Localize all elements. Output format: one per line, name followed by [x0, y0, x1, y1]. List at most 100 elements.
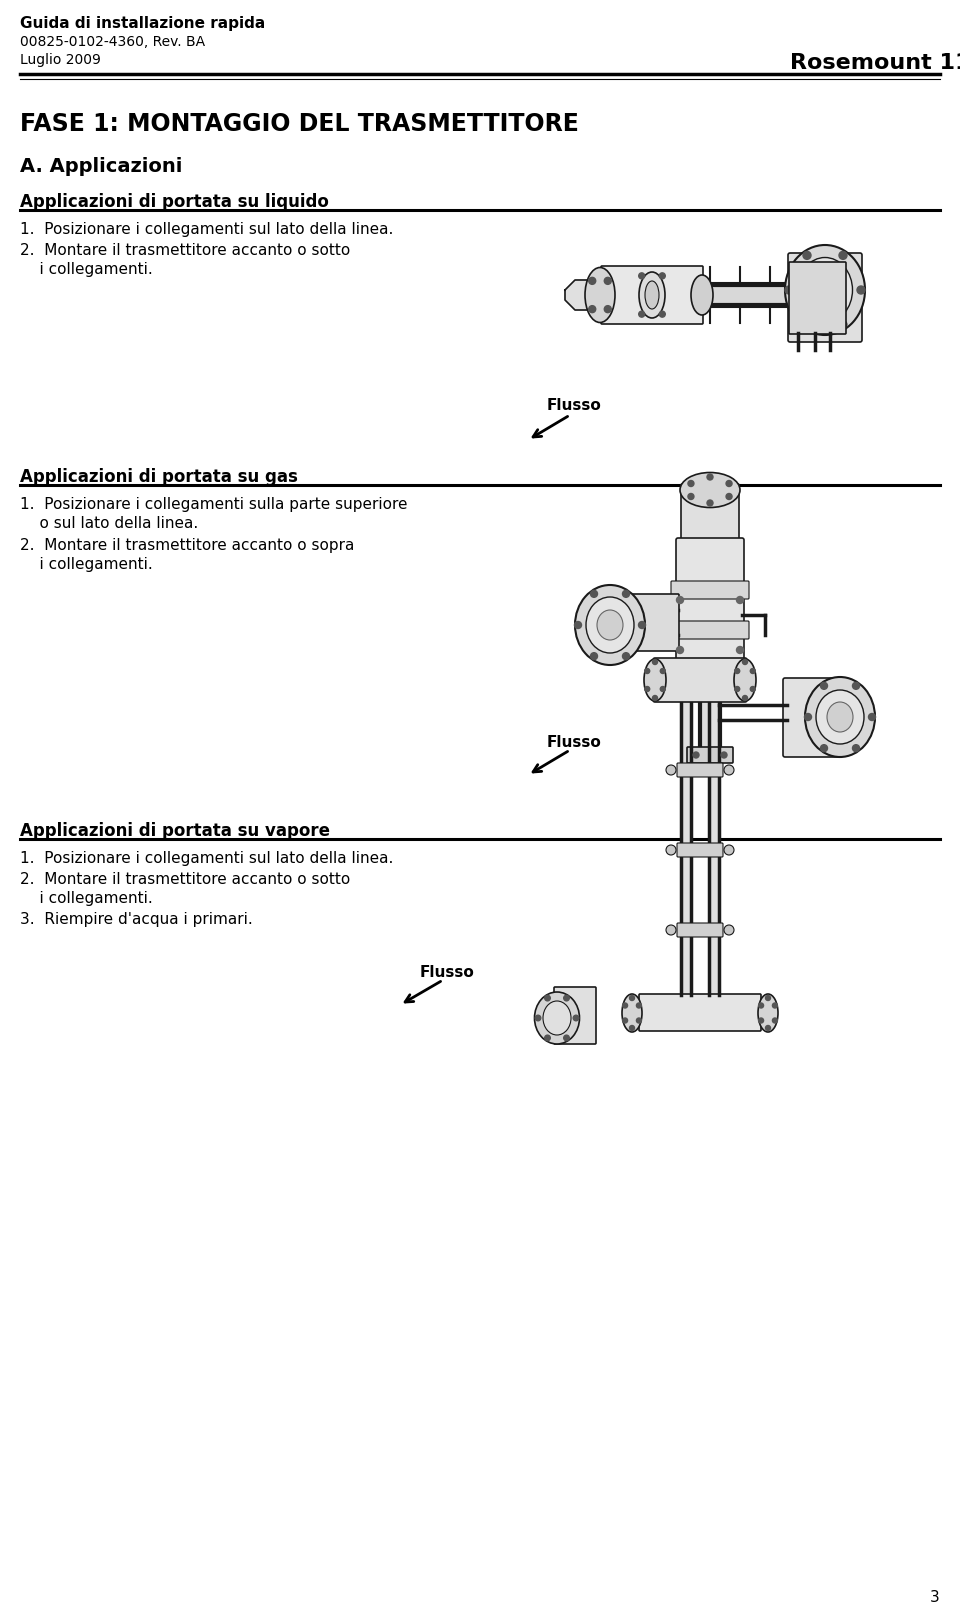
Circle shape: [688, 480, 694, 487]
Circle shape: [736, 646, 743, 654]
Circle shape: [588, 306, 596, 313]
Circle shape: [785, 287, 793, 293]
Circle shape: [638, 311, 645, 317]
Ellipse shape: [543, 1000, 571, 1034]
Ellipse shape: [810, 272, 840, 308]
Polygon shape: [709, 701, 719, 996]
Circle shape: [742, 696, 748, 701]
Text: Rosemount 1151: Rosemount 1151: [790, 53, 960, 72]
Ellipse shape: [827, 702, 853, 731]
FancyBboxPatch shape: [554, 988, 596, 1044]
FancyBboxPatch shape: [676, 538, 744, 677]
Polygon shape: [565, 280, 600, 309]
Text: 3.  Riempire d'acqua i primari.: 3. Riempire d'acqua i primari.: [20, 912, 252, 926]
Circle shape: [573, 1015, 579, 1021]
Circle shape: [751, 669, 756, 673]
FancyBboxPatch shape: [677, 923, 723, 938]
Circle shape: [636, 1004, 641, 1008]
Circle shape: [736, 596, 743, 604]
Ellipse shape: [691, 275, 713, 316]
Ellipse shape: [816, 690, 864, 744]
Text: Guida di installazione rapida: Guida di installazione rapida: [20, 16, 265, 31]
Text: 1.  Posizionare i collegamenti sul lato della linea.: 1. Posizionare i collegamenti sul lato d…: [20, 851, 394, 867]
Circle shape: [821, 744, 828, 752]
Circle shape: [734, 669, 740, 673]
Circle shape: [869, 714, 876, 720]
Circle shape: [724, 925, 734, 934]
Circle shape: [564, 1036, 569, 1041]
Ellipse shape: [785, 245, 865, 335]
Ellipse shape: [734, 659, 756, 701]
Circle shape: [660, 272, 665, 279]
Circle shape: [653, 659, 658, 664]
FancyBboxPatch shape: [671, 582, 749, 599]
Circle shape: [773, 1018, 778, 1023]
Circle shape: [623, 1004, 628, 1008]
Circle shape: [726, 480, 732, 487]
Circle shape: [726, 493, 732, 499]
Circle shape: [590, 652, 597, 659]
Ellipse shape: [585, 267, 615, 322]
Circle shape: [590, 590, 597, 598]
Text: o sul lato della linea.: o sul lato della linea.: [20, 516, 199, 532]
Circle shape: [857, 287, 865, 293]
Ellipse shape: [644, 659, 666, 701]
Ellipse shape: [758, 994, 778, 1033]
Circle shape: [630, 1026, 635, 1031]
Ellipse shape: [645, 280, 659, 309]
Circle shape: [622, 652, 630, 659]
Circle shape: [604, 306, 612, 313]
Circle shape: [724, 846, 734, 855]
Circle shape: [666, 846, 676, 855]
Text: Applicazioni di portata su gas: Applicazioni di portata su gas: [20, 469, 298, 487]
Text: Applicazioni di portata su liquido: Applicazioni di portata su liquido: [20, 193, 329, 211]
Polygon shape: [702, 285, 810, 304]
Circle shape: [839, 251, 847, 259]
FancyBboxPatch shape: [653, 657, 747, 702]
Circle shape: [564, 996, 569, 1000]
Circle shape: [660, 669, 665, 673]
Circle shape: [839, 321, 847, 329]
Circle shape: [666, 765, 676, 775]
Text: i collegamenti.: i collegamenti.: [20, 263, 153, 277]
Circle shape: [724, 765, 734, 775]
Circle shape: [623, 1018, 628, 1023]
Ellipse shape: [575, 585, 645, 665]
Text: 1.  Posizionare i collegamenti sulla parte superiore: 1. Posizionare i collegamenti sulla part…: [20, 498, 407, 512]
Circle shape: [630, 996, 635, 1000]
Circle shape: [604, 277, 612, 285]
Text: i collegamenti.: i collegamenti.: [20, 557, 153, 572]
Polygon shape: [700, 675, 720, 751]
FancyBboxPatch shape: [789, 263, 846, 333]
Ellipse shape: [798, 258, 852, 322]
Circle shape: [758, 1004, 763, 1008]
Text: 2.  Montare il trasmettitore accanto o sotto: 2. Montare il trasmettitore accanto o so…: [20, 243, 350, 258]
Circle shape: [653, 696, 658, 701]
Circle shape: [707, 474, 713, 480]
Circle shape: [645, 669, 650, 673]
Circle shape: [574, 622, 582, 628]
Circle shape: [765, 996, 771, 1000]
Ellipse shape: [586, 598, 634, 652]
FancyBboxPatch shape: [681, 483, 739, 546]
Text: 00825-0102-4360, Rev. BA: 00825-0102-4360, Rev. BA: [20, 35, 205, 48]
Circle shape: [544, 1036, 550, 1041]
Polygon shape: [681, 701, 691, 996]
Text: Luglio 2009: Luglio 2009: [20, 53, 101, 68]
Text: Flusso: Flusso: [547, 735, 602, 751]
Circle shape: [622, 590, 630, 598]
Circle shape: [803, 251, 811, 259]
FancyBboxPatch shape: [687, 748, 733, 764]
Circle shape: [636, 1018, 641, 1023]
Text: i collegamenti.: i collegamenti.: [20, 891, 153, 905]
Circle shape: [765, 1026, 771, 1031]
FancyBboxPatch shape: [639, 994, 761, 1031]
Ellipse shape: [680, 472, 740, 507]
Circle shape: [721, 752, 727, 759]
Ellipse shape: [639, 272, 665, 317]
Circle shape: [693, 752, 699, 759]
Circle shape: [666, 925, 676, 934]
FancyBboxPatch shape: [671, 620, 749, 640]
Ellipse shape: [535, 992, 580, 1044]
Text: 2.  Montare il trasmettitore accanto o sopra: 2. Montare il trasmettitore accanto o so…: [20, 538, 354, 553]
